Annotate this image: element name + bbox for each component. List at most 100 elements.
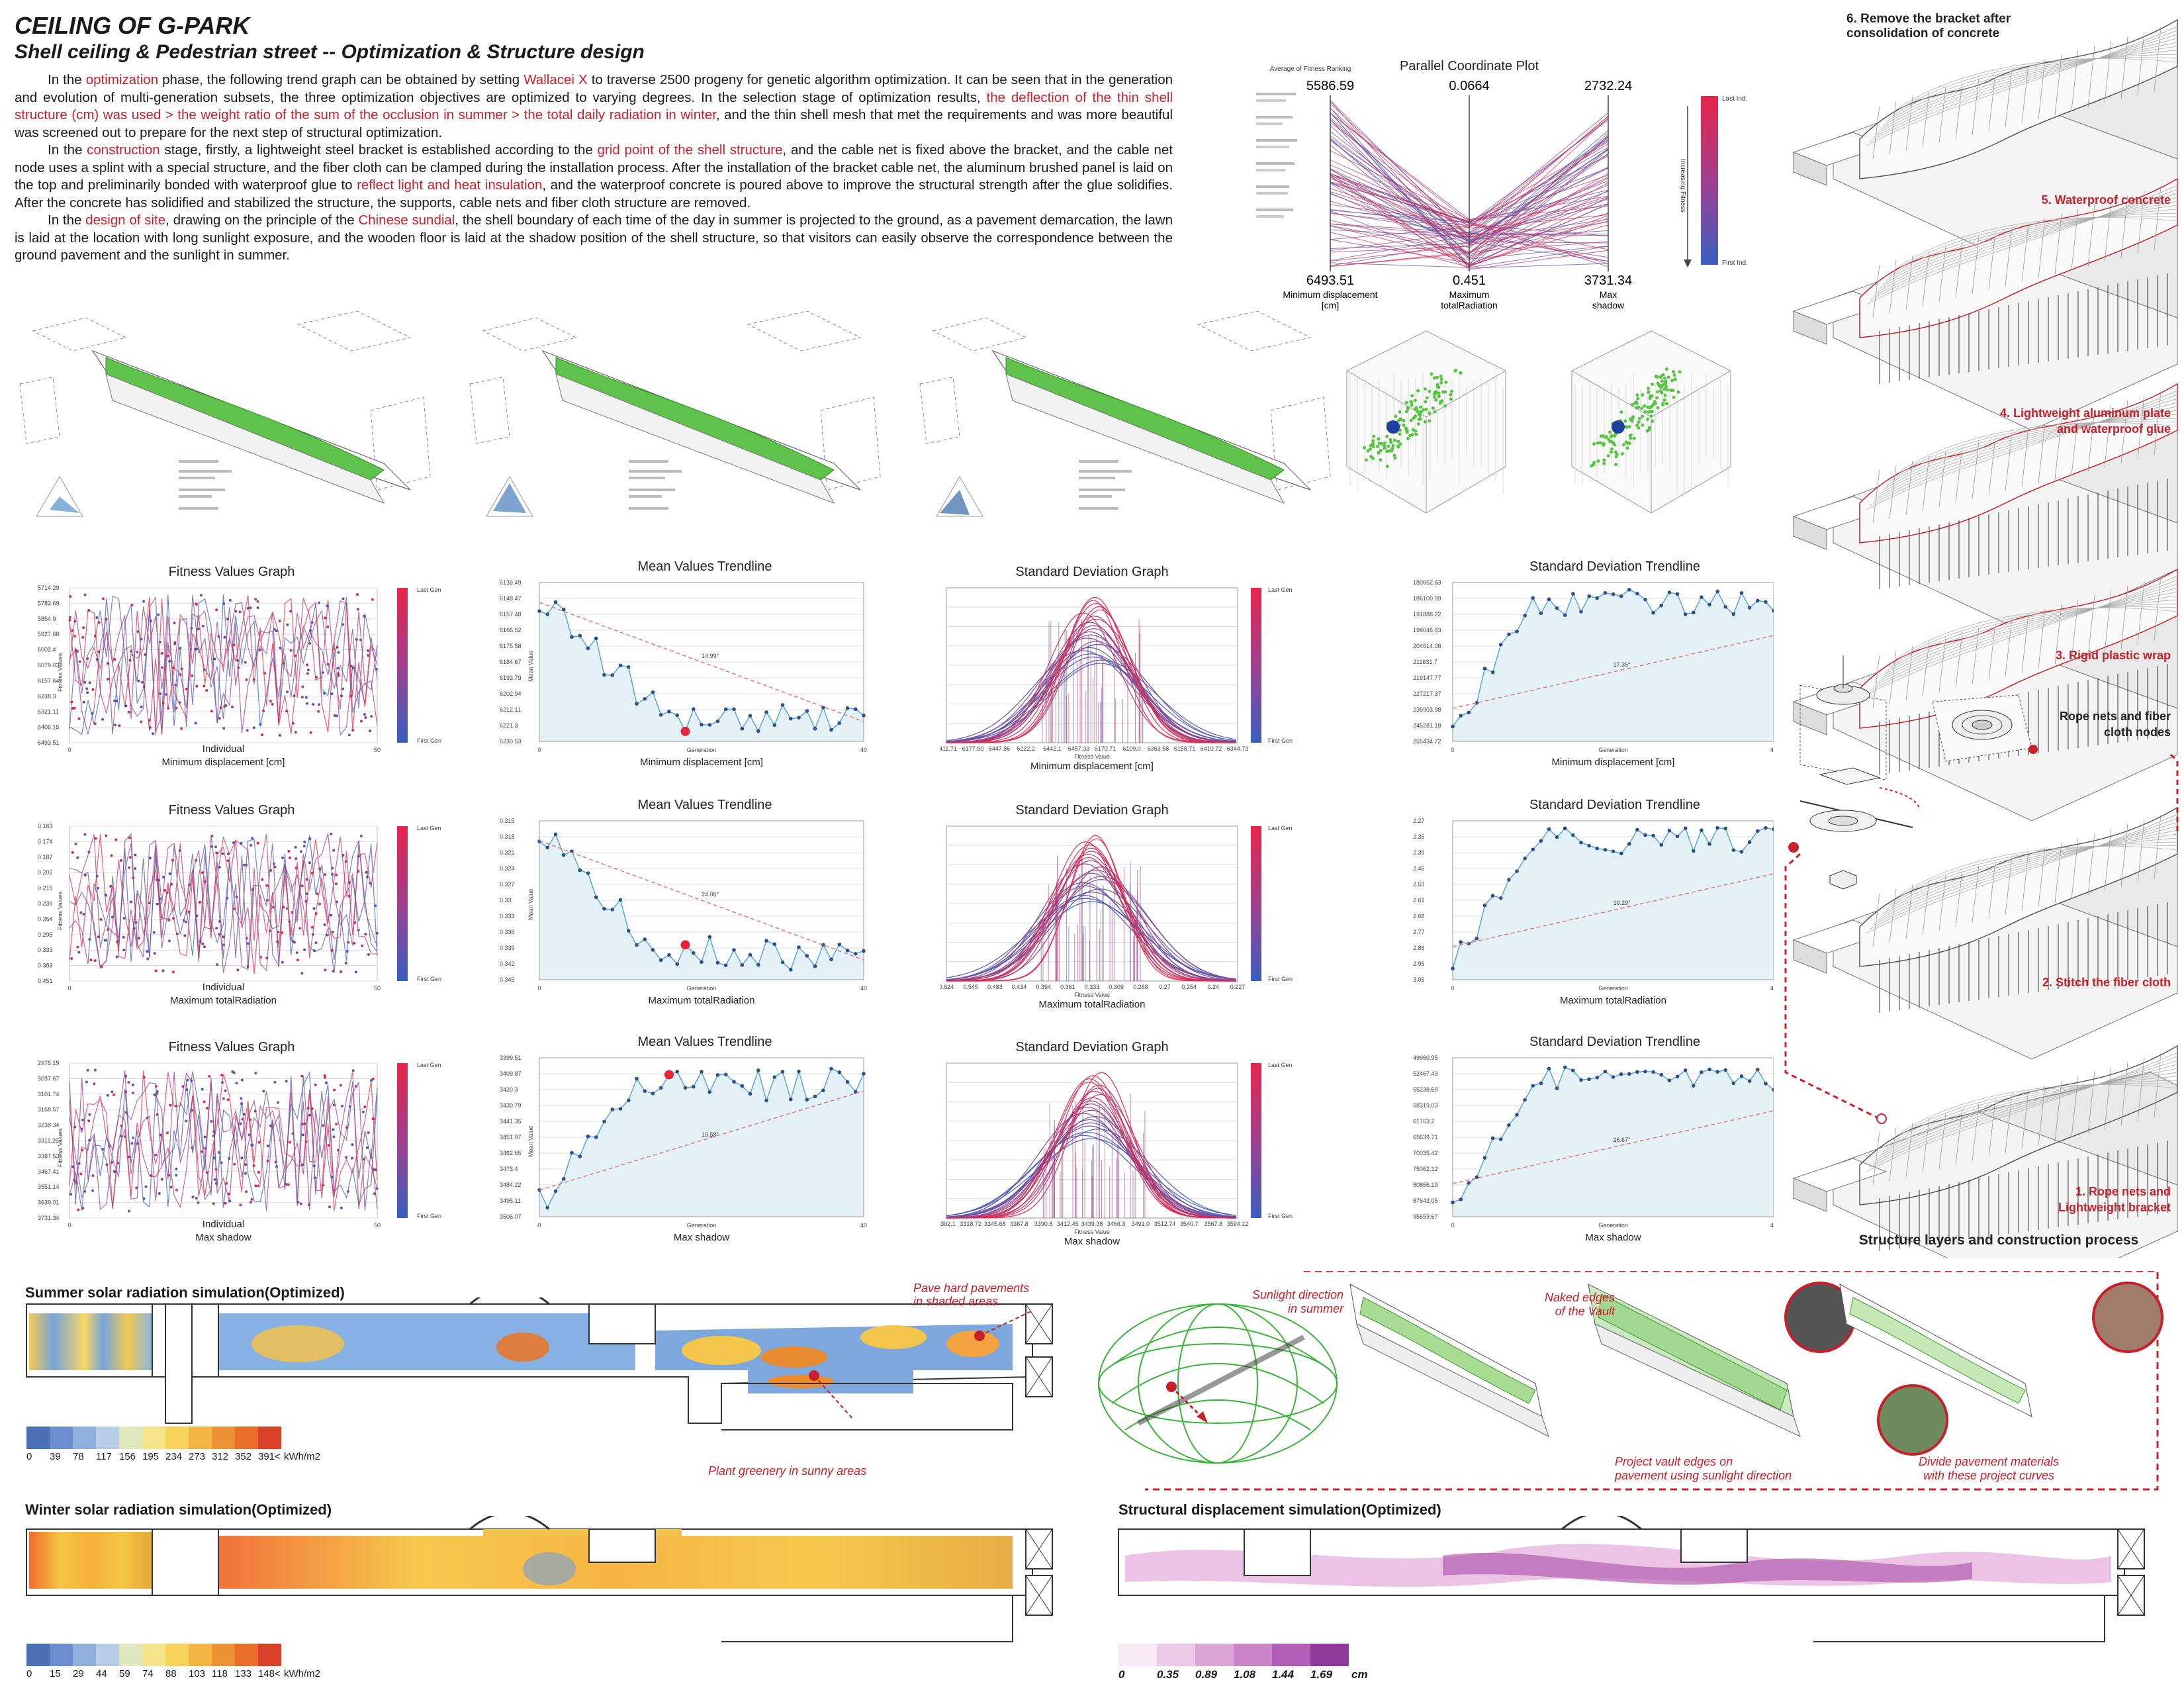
fitness-point [326, 625, 330, 628]
fitness-ylabel: Fitness Values [57, 653, 64, 692]
fitness-point [124, 1135, 127, 1139]
fitness-point [235, 896, 238, 899]
scatter-point [1435, 385, 1439, 389]
fitness-point [220, 1074, 223, 1077]
fitness-point [240, 841, 243, 845]
scatter-point [1424, 407, 1428, 411]
fitness-point [169, 1186, 173, 1189]
fitness-point [369, 729, 372, 733]
sdt-point [1603, 590, 1608, 595]
fitness-point [363, 713, 366, 716]
fitness-point [262, 1090, 265, 1093]
mean-point [813, 1094, 817, 1099]
fitness-point [287, 849, 291, 853]
sdt-tick: 70035.42 [1413, 1150, 1438, 1156]
pc-legend-bottom: First Ind. [1722, 259, 1748, 267]
sd-tick: 6109.0 [1122, 745, 1141, 752]
scatter-point [1364, 458, 1368, 462]
sdt-point [1747, 840, 1752, 844]
sdt-point [1467, 1181, 1471, 1185]
fitness-point [175, 706, 178, 710]
mean-point [635, 943, 639, 947]
fitness-point [240, 1102, 244, 1105]
fitness-point [142, 600, 146, 603]
fitness-point [107, 677, 110, 680]
parallel-plot-info-block [1256, 93, 1297, 218]
sdt-point [1571, 833, 1575, 837]
sdt-point [1651, 1070, 1655, 1074]
scatter-point [1449, 397, 1453, 401]
legend-tick: 0.35 [1157, 1668, 1179, 1681]
mean-point [707, 1090, 712, 1094]
fitness-point [225, 1182, 228, 1185]
fitness-point [250, 843, 253, 847]
fitness-point [77, 1208, 80, 1211]
fitness-point [213, 1178, 216, 1182]
sdt-point [1667, 590, 1672, 594]
fitness-tick: 3731.34 [38, 1215, 60, 1221]
legend-tick: 88 [165, 1668, 177, 1679]
fitness-point [156, 1113, 159, 1116]
fitness-point [191, 1146, 194, 1149]
fitness-point [174, 683, 177, 686]
sd-tick: 3318.72 [960, 1221, 981, 1227]
fitness-point [124, 1074, 128, 1078]
fitness-point [132, 1136, 135, 1139]
fitness-point [86, 691, 89, 694]
sdt-point [1627, 842, 1631, 846]
fitness-point [257, 1170, 260, 1174]
fitness-point [83, 680, 87, 684]
fitness-point [95, 874, 99, 878]
structure-layer [1792, 177, 2178, 431]
mean-point [667, 710, 671, 714]
fitness-tick: 3101.74 [38, 1091, 60, 1098]
sdt-point [1683, 1068, 1688, 1072]
fitness-tick: 0.174 [38, 838, 53, 845]
mean-ylabel: Mean Value [527, 1126, 534, 1157]
page-title: CEILING OF G-PARK [15, 12, 250, 39]
sd-curve [946, 835, 1236, 982]
legend-swatch [1272, 1644, 1310, 1666]
scatter-point [1396, 445, 1400, 449]
sdt-point [1547, 827, 1551, 831]
sd-curve [946, 1116, 1237, 1218]
sd-curve [946, 1138, 1237, 1217]
fitness-point [212, 1134, 215, 1137]
fitness-point [339, 1084, 342, 1087]
scatter-point [1641, 423, 1645, 427]
mean-tick: 3420.3 [500, 1086, 518, 1093]
pc-label-2a: Maximum [1449, 289, 1490, 300]
fitness-point [362, 614, 365, 618]
x-tick: 0 [537, 1222, 541, 1229]
fitness-point [254, 598, 257, 601]
body-text: In the optimization phase, the following… [15, 71, 1173, 265]
fitness-point [345, 950, 349, 953]
fitness-point [249, 606, 252, 610]
legend-swatch [50, 1427, 73, 1449]
mean-tick: 6230.53 [500, 738, 522, 745]
sdt-point [1747, 1079, 1752, 1083]
fitness-point [76, 945, 79, 949]
ann-pave: Pave hard pavements in shaded areas [913, 1282, 1030, 1308]
fitness-point [159, 692, 162, 695]
sdt-point [1700, 828, 1704, 832]
fitness-point [208, 1075, 211, 1078]
gen-xlabel: Generation [687, 985, 717, 992]
fitness-point [371, 1077, 375, 1080]
fitness-point [152, 931, 156, 934]
last-gen-label: Last Gen [1268, 1062, 1293, 1068]
scatter-point [1416, 389, 1420, 393]
fitness-point [142, 685, 146, 688]
fitness-point [332, 970, 335, 973]
scatter-point [1592, 463, 1596, 467]
fitness-point [303, 948, 306, 951]
fitness-tick: 3037.67 [38, 1075, 60, 1082]
scatter-point [1630, 402, 1634, 406]
fitness-point [94, 837, 97, 840]
objective-label: Maximum totalRadiation [1560, 995, 1666, 1006]
sd-tick: 6447.86 [989, 745, 1011, 752]
fitness-point [332, 1103, 336, 1107]
legend-tick: 29 [73, 1668, 84, 1679]
scatter-point [1434, 398, 1438, 402]
sdt-tick: 211631.7 [1413, 659, 1437, 665]
